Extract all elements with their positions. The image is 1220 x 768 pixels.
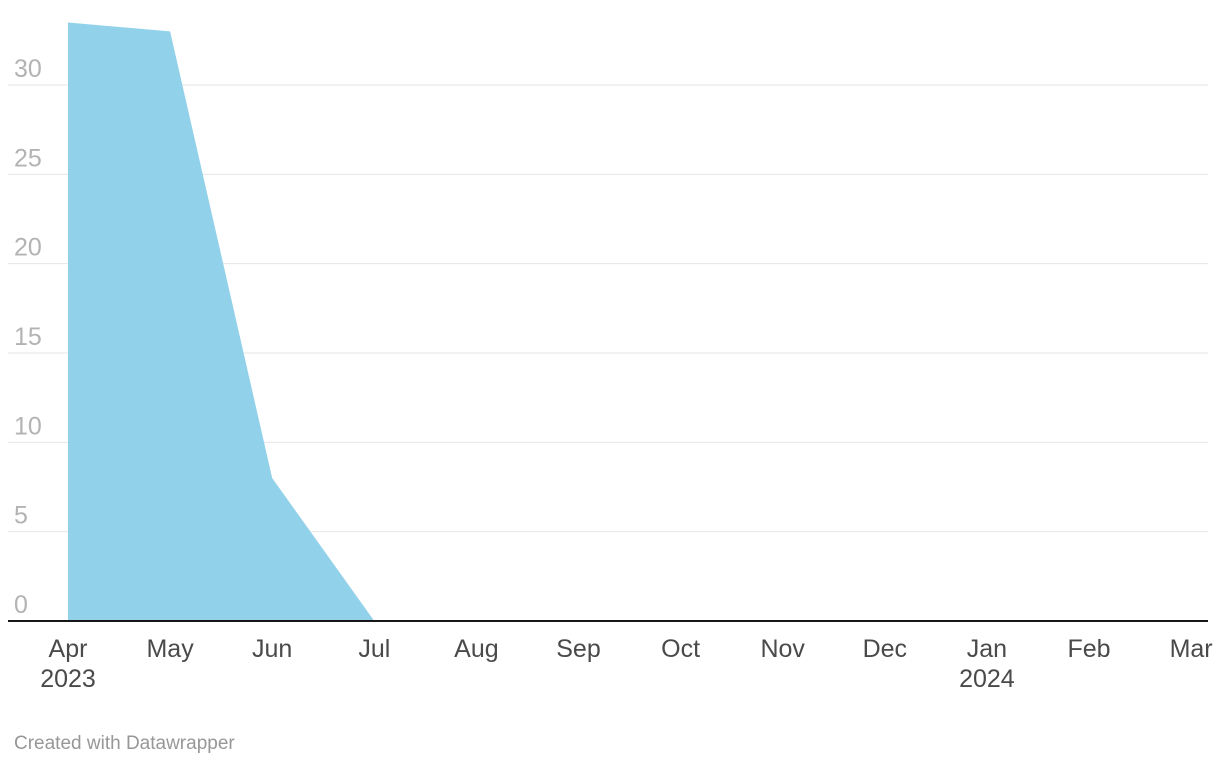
x-tick-year-label: 2024 [959, 665, 1015, 693]
x-tick-label: Dec [863, 635, 907, 663]
datawrapper-credit-link[interactable]: Created with Datawrapper [14, 733, 235, 754]
x-tick-label: Feb [1067, 635, 1110, 663]
y-axis-labels: 0 5 10 15 20 25 30 [14, 55, 42, 619]
y-tick-label: 30 [14, 55, 42, 83]
x-tick-label: Jan [967, 635, 1007, 663]
area-series [68, 22, 1192, 621]
y-tick-label: 10 [14, 412, 42, 440]
x-tick-label: Mar [1170, 635, 1213, 663]
x-tick-label: Jun [252, 635, 292, 663]
x-tick-label: Oct [661, 635, 700, 663]
y-tick-label: 25 [14, 144, 42, 172]
y-tick-label: 15 [14, 323, 42, 351]
y-tick-label: 5 [14, 502, 28, 530]
x-tick-label: Nov [760, 635, 805, 663]
y-tick-label: 20 [14, 234, 42, 262]
x-tick-year-label: 2023 [40, 665, 96, 693]
x-tick-label: Apr [49, 635, 88, 663]
y-tick-label: 0 [14, 591, 28, 619]
x-tick-label: Jul [358, 635, 390, 663]
x-tick-label: May [146, 635, 194, 663]
x-tick-label: Sep [556, 635, 600, 663]
x-tick-label: Aug [454, 635, 498, 663]
